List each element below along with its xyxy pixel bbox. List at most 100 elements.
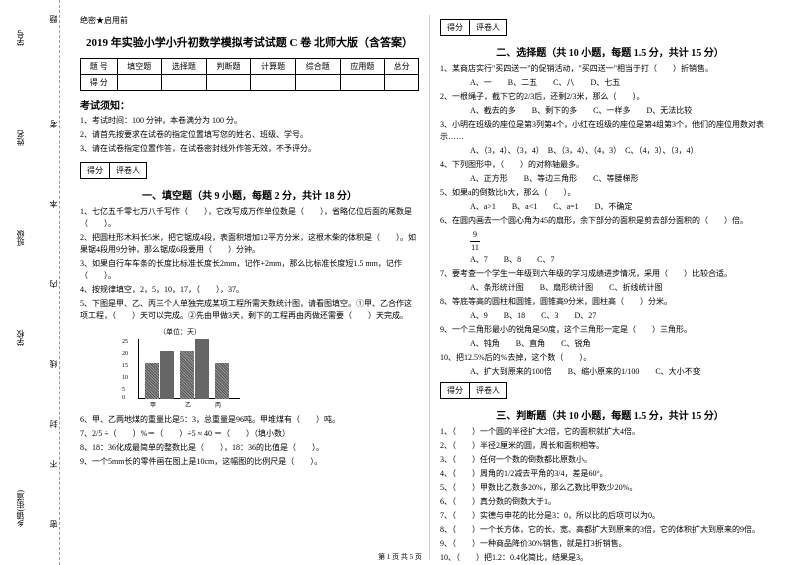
h4: 计算题 <box>251 59 296 75</box>
mark-1: 考 <box>48 120 59 128</box>
jq9: 9、（ ）一种商品降价30%销售，就是打3折销售。 <box>440 538 780 550</box>
r2[interactable] <box>162 75 207 91</box>
jq2: 2、（ ）半径2厘米的圆，周长和面积相等。 <box>440 440 780 452</box>
margin-label-id: 学号 <box>15 30 26 46</box>
cq8o: A、9 B、18 C、3 D、27 <box>470 310 780 322</box>
grader-label-3: 评卷人 <box>470 383 506 398</box>
scorer-box-1: 得分 评卷人 <box>80 162 147 179</box>
jq7: 7、（ ）实德与申花的比分是3：0，所以比的后项可以为0。 <box>440 510 780 522</box>
mark-4: 线 <box>48 360 59 368</box>
grader-label: 评卷人 <box>110 163 146 178</box>
h2: 选择题 <box>162 59 207 75</box>
chart-canvas: 25 20 15 10 5 0 甲 乙 丙 <box>120 339 240 409</box>
frac-d: 11 <box>470 242 480 254</box>
score-label-2: 得分 <box>441 20 470 35</box>
frac-n: 9 <box>470 229 480 242</box>
h0: 题 号 <box>81 59 118 75</box>
cq1o: A、一 B、二五 C、八 D、七五 <box>470 77 780 89</box>
cq4: 4、下列图形中，（ ）的对称轴最多。 <box>440 159 780 171</box>
section-choice-title: 二、选择题（共 10 小题，每题 1.5 分，共计 15 分） <box>440 44 780 59</box>
right-column: 得分 评卷人 二、选择题（共 10 小题，每题 1.5 分，共计 15 分） 1… <box>430 15 790 560</box>
score-label: 得分 <box>81 163 110 178</box>
cq9: 9、一个三角形最小的锐角是50度，这个三角形一定是（ ）三角形。 <box>440 324 780 336</box>
notice-1: 1、考试时间：100 分钟，本卷满分为 100 分。 <box>80 115 419 126</box>
xl-b: 乙 <box>185 400 191 409</box>
xl-c: 丙 <box>215 400 221 409</box>
fq4: 4、按规律填空，2，5，10，17，（ ），37。 <box>80 284 419 296</box>
cq9o: A、钝角 B、直角 C、锐角 <box>470 338 780 350</box>
fq8: 8、18：36化成最简单的整数比是（ ），18：36的比值是（ ）。 <box>80 442 419 454</box>
jq1: 1、（ ）一个圆的半径扩大2倍，它的面积就扩大4倍。 <box>440 426 780 438</box>
fq7: 7、2/5 ÷（ ）%＝（ ）÷5 ≈ 40 ＝（ ）（填小数） <box>80 428 419 440</box>
bar-a1 <box>145 363 159 399</box>
exam-page: 学号 姓名 班级 学校 乡镇(街道) 题 考 本 内 线 封 不 密 绝密★启用… <box>0 0 800 565</box>
r4[interactable] <box>251 75 296 91</box>
mark-3: 内 <box>48 280 59 288</box>
page-footer: 第 1 页 共 5 页 <box>378 552 422 562</box>
cq7o: A、条形统计图 B、扇形统计图 C、折线统计图 <box>470 282 780 294</box>
margin-label-school: 学校 <box>15 330 26 346</box>
yl-10: 10 <box>122 375 128 381</box>
mark-7: 密 <box>48 520 59 528</box>
fq3: 3、如果自行车车条的长度比标准长度长2mm，记作+2mm，那么比标准长度短1.5… <box>80 258 419 282</box>
cq10: 10、把12.5%后的%去掉，这个数（ ）。 <box>440 352 780 364</box>
fq9: 9、一个5mm长的零件画在图上是10cm，这幅图的比例尺是（ ）。 <box>80 456 419 468</box>
r0: 得 分 <box>81 75 118 91</box>
h1: 填空题 <box>117 59 162 75</box>
binding-margin: 学号 姓名 班级 学校 乡镇(街道) 题 考 本 内 线 封 不 密 <box>0 0 60 565</box>
bar-b2 <box>195 339 209 399</box>
jq10: 10、（ ）把1.2：0.4化简比，结果是3。 <box>440 552 780 564</box>
cq2: 2、一根绳子，截下它的2/3后，还剩2/3米，那么（ ）。 <box>440 91 780 103</box>
r7[interactable] <box>385 75 419 91</box>
jq5: 5、（ ）甲数比乙数多20%，那么乙数比甲数少20%。 <box>440 482 780 494</box>
grader-label-2: 评卷人 <box>470 20 506 35</box>
section-fill-title: 一、填空题（共 9 小题，每题 2 分，共计 18 分） <box>80 187 419 202</box>
r6[interactable] <box>340 75 385 91</box>
mark-0: 题 <box>48 15 59 23</box>
cq3o: A、（3，4）、（3，4） B、（3，4）、（4，3） C、（4，3）、（3，4… <box>470 145 780 157</box>
fq2: 2、把圆柱形木料长5米，把它锯成4段，表面积增加12平方分米，这根木柴的体积是（… <box>80 232 419 256</box>
r5[interactable] <box>295 75 340 91</box>
margin-label-name: 姓名 <box>15 130 26 146</box>
r3[interactable] <box>206 75 251 91</box>
yl-5: 5 <box>122 387 125 393</box>
cq8: 8、等底等高的圆柱和圆锥，圆锥高9分米，圆柱高（ ）分米。 <box>440 296 780 308</box>
notice-title: 考试须知： <box>80 97 419 112</box>
mark-6: 不 <box>48 460 59 468</box>
yl-15: 15 <box>122 363 128 369</box>
yl-25: 25 <box>122 339 128 345</box>
yl-20: 20 <box>122 351 128 357</box>
cq6-frac: 9 11 <box>470 229 780 254</box>
y-axis <box>138 339 139 399</box>
cq6: 6、在圆内画去一个圆心角为45的扇形，余下部分的面积是剪去部分面积的（ ）倍。 <box>440 215 780 227</box>
h6: 应用题 <box>340 59 385 75</box>
fraction-icon: 9 11 <box>470 229 480 254</box>
h7: 总分 <box>385 59 419 75</box>
notice-3: 3、请在试卷指定位置作答，在试卷密封线外作答无效，不予评分。 <box>80 143 419 154</box>
confidential-label: 绝密★启用前 <box>80 15 419 26</box>
section-judge-title: 三、判断题（共 10 小题，每题 1.5 分，共计 15 分） <box>440 407 780 422</box>
cq5o: A、a>1 B、a<1 C、a=1 D、不确定 <box>470 201 780 213</box>
scorer-box-3: 得分 评卷人 <box>440 382 507 399</box>
margin-label-town: 乡镇(街道) <box>15 490 26 527</box>
bar-a2 <box>160 351 174 399</box>
fq6: 6、甲、乙两地煤的重量比是5：3，总重量是96吨。甲堆煤有（ ）吨。 <box>80 414 419 426</box>
score-table: 题 号 填空题 选择题 判断题 计算题 综合题 应用题 总分 得 分 <box>80 58 419 91</box>
yl-0: 0 <box>122 395 125 401</box>
bar-chart: （单位：天） 25 20 15 10 5 0 甲 乙 <box>120 327 240 409</box>
cq7: 7、要考查一个学生一年级到六年级的学习成绩进步情况，采用（ ）比较合适。 <box>440 268 780 280</box>
score-value-row: 得 分 <box>81 75 419 91</box>
h5: 综合题 <box>295 59 340 75</box>
mark-5: 封 <box>48 420 59 428</box>
r1[interactable] <box>117 75 162 91</box>
cq4o: A、正方形 B、等边三角形 C、等腰梯形 <box>470 173 780 185</box>
mark-2: 本 <box>48 200 59 208</box>
exam-title: 2019 年实验小学小升初数学模拟考试试题 C 卷 北师大版（含答案） <box>80 34 419 50</box>
h3: 判断题 <box>206 59 251 75</box>
jq4: 4、（ ）周角的1/2减去平角的3/4，差是60°。 <box>440 468 780 480</box>
scorer-box-2: 得分 评卷人 <box>440 19 507 36</box>
fq5: 5、下图是甲、乙、丙三个人单独完成某项工程所需天数统计图，请看图填空。①甲、乙合… <box>80 298 419 322</box>
cq6o: A、7 B、8 C、7 <box>470 254 780 266</box>
score-label-3: 得分 <box>441 383 470 398</box>
xl-a: 甲 <box>150 400 156 409</box>
